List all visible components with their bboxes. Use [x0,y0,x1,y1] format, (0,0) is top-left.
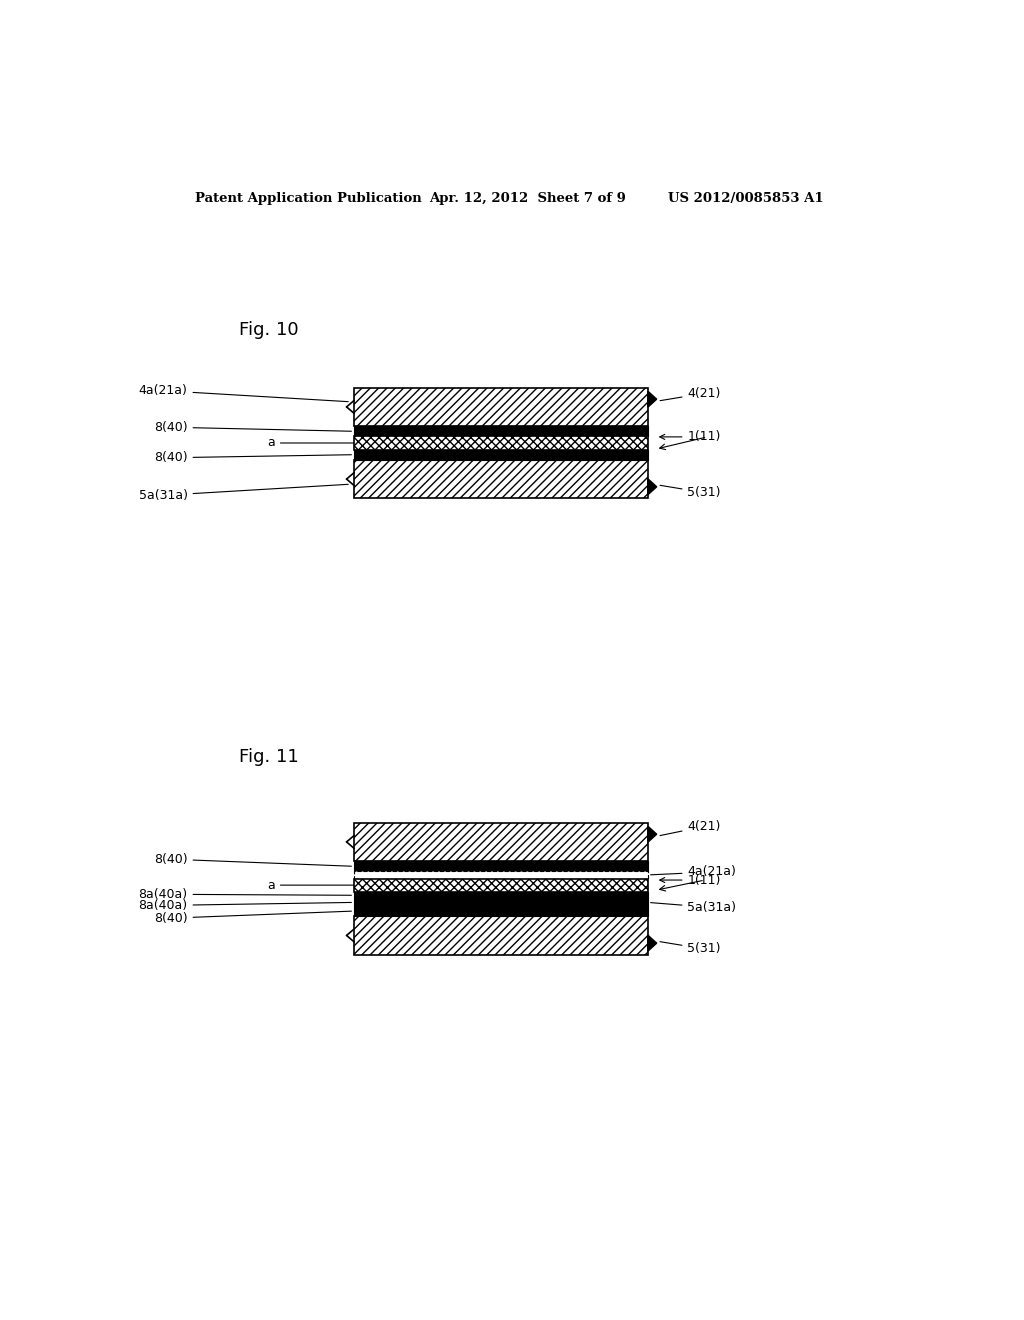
Text: 5(31): 5(31) [660,941,721,956]
Bar [354,822,648,861]
Bar [354,906,648,916]
Text: 8(40): 8(40) [154,853,351,866]
Polygon shape [648,391,656,408]
Bar [354,459,648,499]
Text: 8a(40a): 8a(40a) [138,888,351,900]
Text: 5a(31a): 5a(31a) [650,902,736,913]
Text: 8(40): 8(40) [154,451,351,465]
Text: Patent Application Publication: Patent Application Publication [196,191,422,205]
Text: Apr. 12, 2012  Sheet 7 of 9: Apr. 12, 2012 Sheet 7 of 9 [430,191,627,205]
Text: 1(11): 1(11) [659,430,721,444]
Bar [354,916,648,954]
Text: 5a(31a): 5a(31a) [138,484,348,502]
Text: 8(40): 8(40) [154,911,351,924]
Bar [354,437,648,450]
Bar [354,450,648,459]
Text: 4(21): 4(21) [660,387,721,401]
Bar [354,426,648,437]
Text: 4(21): 4(21) [660,820,721,836]
Text: 1(11): 1(11) [659,874,721,887]
Bar [354,899,648,906]
Polygon shape [648,826,656,842]
Bar [354,892,648,899]
Text: Fig. 11: Fig. 11 [240,748,299,766]
Bar [354,871,648,879]
Text: a: a [267,879,359,891]
Polygon shape [648,479,656,495]
Text: Fig. 10: Fig. 10 [240,321,299,339]
Text: 8(40): 8(40) [154,421,351,434]
Text: 8a(40a): 8a(40a) [138,899,351,912]
Polygon shape [648,935,656,952]
Text: 4a(21a): 4a(21a) [138,384,348,401]
Text: 4a(21a): 4a(21a) [650,866,736,878]
Bar [354,879,648,892]
Text: a: a [267,437,359,450]
Bar [354,861,648,871]
Text: 5(31): 5(31) [660,486,721,499]
Bar [354,388,648,426]
Text: US 2012/0085853 A1: US 2012/0085853 A1 [668,191,823,205]
